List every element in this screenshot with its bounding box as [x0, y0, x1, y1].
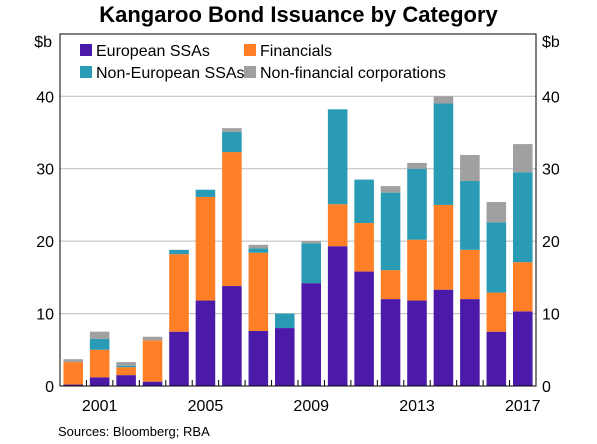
axis-ticks: 0 0 10 10 20 20 30 30 40 40 2001 2005 2009 2013 2017 — [36, 89, 560, 415]
gridlines — [60, 95, 536, 315]
bar-european-ssas-2012 — [380, 299, 401, 386]
y-tick-label-right: 30 — [542, 162, 560, 179]
bar-non-european-ssas-2012 — [380, 192, 401, 271]
bar-non-financial-corporations-2002 — [116, 362, 136, 366]
legend-label-non-european-ssas: Non-European SSAs — [96, 65, 245, 82]
y-tick-label-right: 10 — [542, 307, 560, 324]
bar-non-european-ssas-2013 — [407, 168, 427, 240]
bar-financials-2001 — [89, 349, 110, 378]
bar-non-european-ssas-2010 — [327, 109, 348, 205]
bar-non-european-ssas-2005 — [195, 189, 216, 197]
bar-financials-2002 — [116, 367, 136, 376]
bar-non-financial-corporations-2016 — [486, 202, 507, 223]
chart-title: Kangaroo Bond Issuance by Category — [99, 2, 498, 27]
bar-financials-2012 — [380, 270, 401, 300]
bar-financials-2007 — [248, 252, 269, 331]
x-tick-label: 2001 — [82, 398, 118, 415]
bar-non-european-ssas-2011 — [354, 179, 374, 224]
bar-european-ssas-2005 — [195, 300, 216, 386]
bar-non-financial-corporations-2001 — [89, 331, 110, 339]
bar-financials-2014 — [433, 204, 454, 290]
x-tick-label: 2009 — [293, 398, 329, 415]
bar-european-ssas-2000 — [63, 384, 84, 386]
bar-european-ssas-2013 — [407, 300, 427, 386]
bar-financials-2005 — [195, 196, 216, 301]
bar-non-financial-corporations-2015 — [460, 154, 480, 182]
bar-financials-2010 — [327, 204, 348, 247]
y-unit-right: $b — [542, 34, 560, 51]
bar-non-european-ssas-2017 — [512, 172, 533, 263]
legend-label-european-ssas: European SSAs — [96, 43, 210, 60]
y-tick-label-left: 40 — [36, 89, 54, 106]
x-tick-label: 2017 — [505, 398, 541, 415]
bar-non-european-ssas-2016 — [486, 222, 507, 293]
bar-non-financial-corporations-2003 — [142, 336, 163, 341]
bar-non-european-ssas-2014 — [433, 103, 454, 205]
bar-european-ssas-2014 — [433, 289, 454, 386]
bar-non-financial-corporations-2013 — [407, 162, 427, 169]
bar-european-ssas-2007 — [248, 330, 269, 386]
bar-european-ssas-2017 — [512, 311, 533, 386]
legend-swatch-european-ssas — [80, 44, 92, 56]
bar-financials-2015 — [460, 249, 480, 300]
bar-non-financial-corporations-2000 — [63, 359, 84, 363]
bar-non-financial-corporations-2009 — [301, 241, 322, 244]
bar-non-financial-corporations-2006 — [222, 128, 242, 132]
y-tick-label-right: 40 — [542, 89, 560, 106]
bar-non-european-ssas-2007 — [248, 248, 269, 253]
x-tick-label: 2005 — [188, 398, 224, 415]
bar-european-ssas-2016 — [486, 331, 507, 386]
bar-financials-2017 — [512, 262, 533, 312]
legend: European SSAs Financials Non-European SSAs… — [80, 43, 446, 82]
legend-label-financials: Financials — [260, 43, 332, 60]
bar-european-ssas-2004 — [169, 331, 189, 386]
legend-swatch-financials — [244, 44, 256, 56]
bar-european-ssas-2011 — [354, 271, 374, 386]
bar-european-ssas-2010 — [327, 246, 348, 386]
bar-financials-2011 — [354, 223, 374, 272]
bar-european-ssas-2002 — [116, 375, 136, 386]
y-tick-label-left: 20 — [36, 234, 54, 251]
bar-non-european-ssas-2001 — [89, 338, 110, 350]
y-tick-label-left: 0 — [45, 379, 54, 396]
bar-non-financial-corporations-2012 — [380, 186, 401, 193]
bar-financials-2013 — [407, 239, 427, 301]
y-tick-label-left: 30 — [36, 162, 54, 179]
bars — [63, 96, 533, 386]
bar-non-european-ssas-2002 — [116, 365, 136, 368]
bar-european-ssas-2003 — [142, 381, 163, 386]
bar-non-financial-corporations-2017 — [512, 144, 533, 173]
bar-non-european-ssas-2006 — [222, 131, 242, 153]
bar-financials-2000 — [63, 362, 84, 385]
bar-non-european-ssas-2008 — [274, 313, 295, 329]
bar-non-financial-corporations-2014 — [433, 96, 454, 104]
bar-european-ssas-2009 — [301, 283, 322, 386]
bar-financials-2016 — [486, 292, 507, 332]
y-tick-label-right: 0 — [542, 379, 551, 396]
y-tick-label-left: 10 — [36, 307, 54, 324]
bar-european-ssas-2006 — [222, 286, 242, 386]
bar-non-european-ssas-2004 — [169, 249, 189, 255]
bar-european-ssas-2001 — [89, 377, 110, 386]
bar-financials-2003 — [142, 340, 163, 382]
source-note: Sources: Bloomberg; RBA — [58, 424, 210, 439]
bar-non-european-ssas-2009 — [301, 243, 322, 284]
bar-financials-2006 — [222, 152, 242, 287]
bar-financials-2004 — [169, 254, 189, 332]
bar-non-european-ssas-2015 — [460, 181, 480, 250]
bar-non-financial-corporations-2007 — [248, 244, 269, 249]
legend-swatch-non-financial-corporations — [244, 66, 256, 78]
y-unit-left: $b — [34, 34, 52, 51]
bar-european-ssas-2015 — [460, 299, 480, 386]
bar-european-ssas-2008 — [274, 328, 295, 386]
y-tick-label-right: 20 — [542, 234, 560, 251]
legend-swatch-non-european-ssas — [80, 66, 92, 78]
legend-label-non-financial-corporations: Non-financial corporations — [260, 65, 446, 82]
x-tick-label: 2013 — [399, 398, 435, 415]
